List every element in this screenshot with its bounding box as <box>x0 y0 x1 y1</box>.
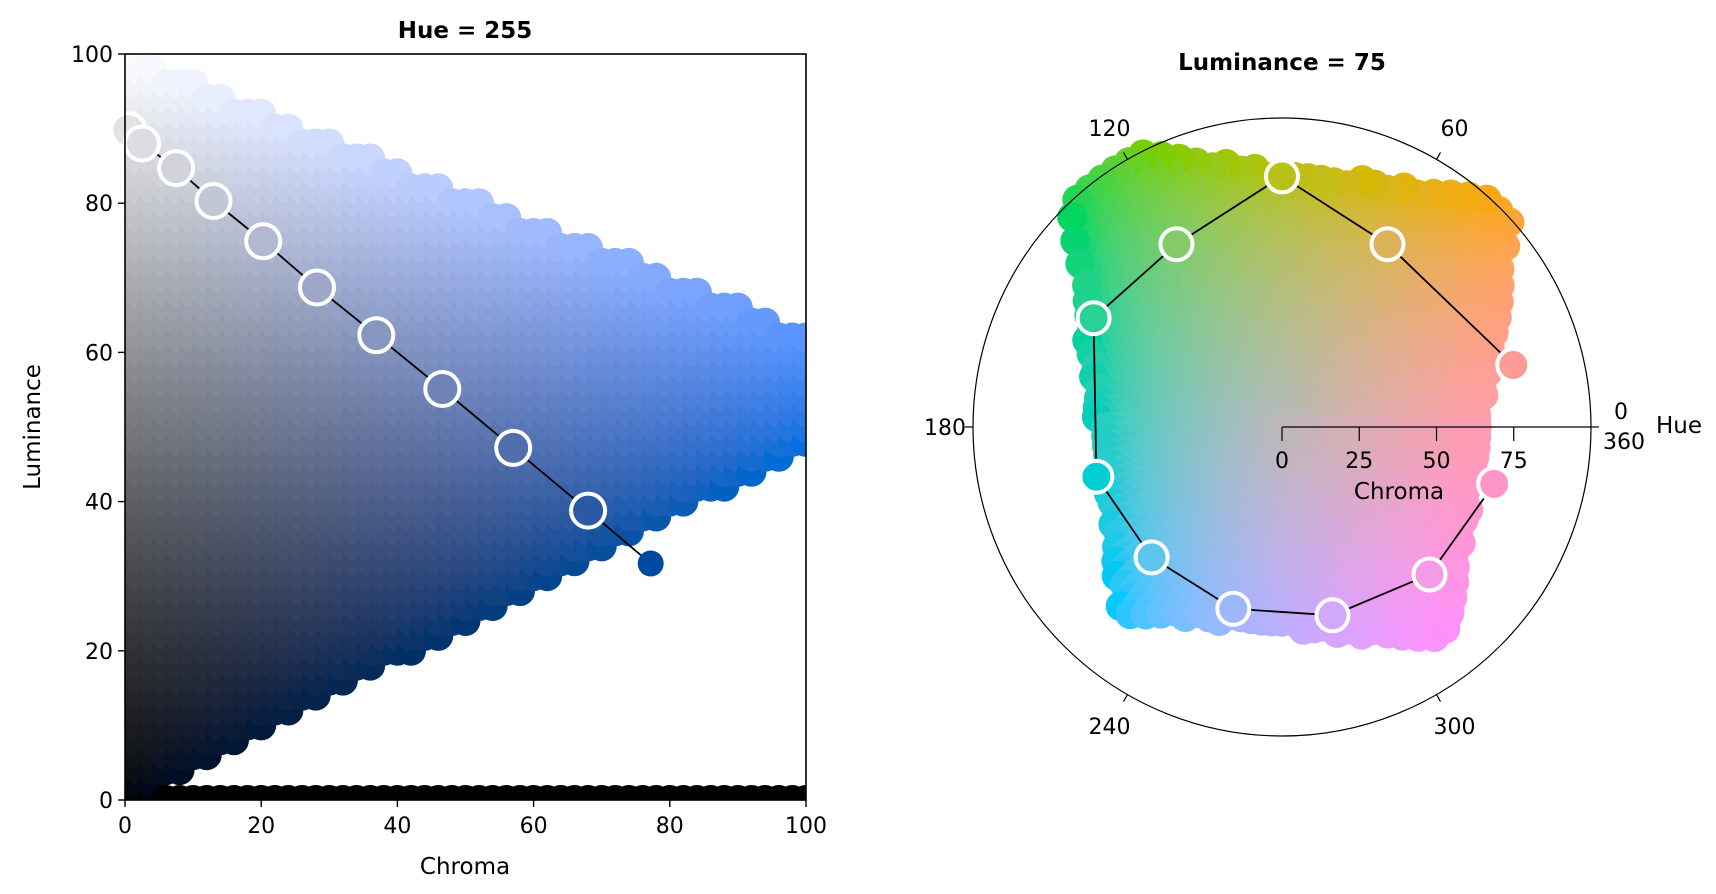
polar-chroma-axis-label: Chroma <box>1354 479 1444 505</box>
hue-tick-label: 240 <box>1089 715 1131 740</box>
hue-tick-mark <box>1435 694 1442 702</box>
x-tick-label: 60 <box>520 814 548 839</box>
luminance-point <box>1476 465 1513 502</box>
y-tick-label: 20 <box>85 640 113 665</box>
x-tick-label: 20 <box>247 814 275 839</box>
hue-point <box>157 149 196 188</box>
luminance-point <box>1078 458 1115 495</box>
hue-x-ticks: 0 20 40 60 80 100 <box>118 800 827 839</box>
polar-hue-axis-label: Hue <box>1656 413 1702 439</box>
polar-hue-tick-360: 360 <box>1603 430 1645 455</box>
chroma-tick-label: 0 <box>1275 449 1289 474</box>
hue-series <box>109 111 664 577</box>
hue-point <box>637 550 664 577</box>
x-tick-label: 0 <box>118 814 132 839</box>
hue-tick-label: 300 <box>1434 715 1476 740</box>
gamut-dot <box>791 322 806 353</box>
hue-tick-label: 180 <box>924 416 966 441</box>
luminance-gamut-background <box>1057 139 1525 652</box>
luminance-chart-title: Luminance = 75 <box>1178 50 1386 76</box>
x-tick-label: 40 <box>383 814 411 839</box>
hue-y-ticks: 0 20 40 60 80 100 <box>71 43 125 814</box>
luminance-point <box>1411 556 1448 593</box>
hue-tick-label: 60 <box>1441 117 1469 142</box>
hue-point <box>244 222 283 261</box>
hue-tick-mark <box>1435 152 1442 160</box>
hue-chart-frame <box>124 53 807 801</box>
chroma-tick-label: 50 <box>1423 449 1451 474</box>
gamut-dot <box>791 785 806 800</box>
hue-tick-label: 0 <box>1614 400 1628 425</box>
x-tick-label: 100 <box>785 814 827 839</box>
hue-point <box>298 268 336 307</box>
luminance-point <box>1369 226 1406 263</box>
chroma-tick-label: 25 <box>1345 449 1373 474</box>
y-tick-label: 40 <box>85 491 113 516</box>
hue-point <box>569 491 608 530</box>
hue-point <box>494 428 533 467</box>
hue-chart-title: Hue = 255 <box>398 18 533 44</box>
hue-chart-panel: Hue = 255 0 20 40 60 80 100 0 20 40 60 80 100 Chro… <box>20 18 827 880</box>
x-tick-label: 80 <box>656 814 684 839</box>
luminance-point <box>1075 300 1112 337</box>
hue-point <box>194 182 233 220</box>
y-tick-label: 0 <box>99 789 113 814</box>
hue-point <box>123 124 161 163</box>
luminance-point <box>1314 597 1351 634</box>
y-tick-label: 60 <box>85 341 113 366</box>
hue-x-axis-label: Chroma <box>420 854 510 880</box>
luminance-point <box>1264 158 1300 195</box>
luminance-point <box>1158 226 1195 263</box>
y-tick-label: 80 <box>85 192 113 217</box>
luminance-point <box>1133 539 1170 576</box>
hue-gamut-background <box>125 54 806 800</box>
hue-tick-label: 120 <box>1089 117 1131 142</box>
hue-y-axis-label: Luminance <box>20 364 46 490</box>
luminance-point <box>1495 347 1532 383</box>
luminance-point <box>1215 590 1252 627</box>
hue-point <box>357 316 396 355</box>
y-tick-label: 100 <box>71 43 113 68</box>
hue-tick-mark <box>1122 694 1129 702</box>
hue-point <box>423 370 462 408</box>
